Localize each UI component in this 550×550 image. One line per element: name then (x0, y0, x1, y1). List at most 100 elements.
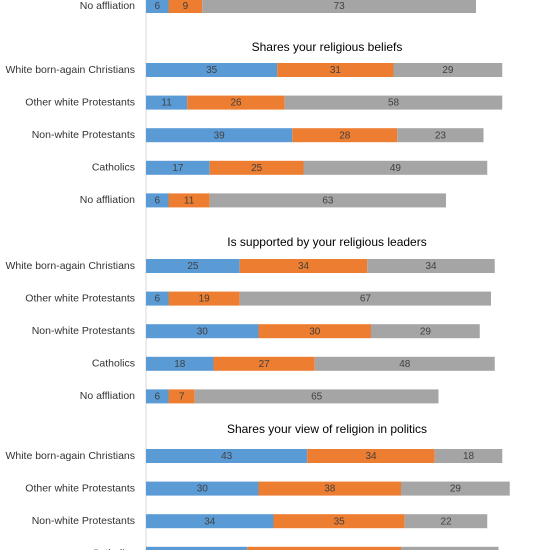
data-label: 7 (179, 392, 185, 403)
bar-segment (194, 389, 439, 404)
bar-segment (146, 481, 259, 496)
data-label: 49 (390, 163, 402, 174)
data-label: 35 (334, 516, 346, 527)
category-label: Other white Protestants (25, 96, 135, 108)
bar-segment (307, 449, 435, 463)
data-label: 11 (161, 98, 172, 109)
data-label: 26 (444, 549, 456, 550)
data-label: 48 (399, 359, 411, 370)
bar-segment (146, 514, 274, 529)
data-label: 6 (154, 392, 160, 403)
data-label: 19 (199, 294, 211, 305)
category-label: No affliation (80, 390, 135, 402)
panel-title: Is supported by your religious leaders (227, 235, 426, 249)
data-label: 29 (450, 484, 462, 495)
bar-segment (146, 193, 169, 208)
category-label: Other white Protestants (25, 482, 135, 494)
bar-segment (168, 193, 210, 208)
bar-segment (371, 324, 480, 339)
data-label: 34 (298, 261, 310, 272)
data-label: 41 (319, 549, 331, 550)
bar-segment (146, 449, 308, 463)
data-label: 27 (259, 359, 271, 370)
category-label: Catholics (92, 358, 135, 370)
bar-segment (146, 95, 188, 110)
bar-segment (367, 259, 495, 273)
data-label: 34 (365, 451, 377, 462)
bar-segment (202, 0, 476, 13)
bar-segment (239, 259, 368, 273)
data-label: 39 (214, 130, 226, 141)
data-label: 17 (172, 163, 184, 174)
bar-segment (401, 481, 510, 496)
bar-segment (146, 0, 169, 13)
bar-segment (393, 63, 503, 77)
data-label: 25 (251, 163, 263, 174)
category-label: Non-white Protestants (32, 325, 135, 337)
category-label: Other white Protestants (25, 292, 135, 304)
data-label: 23 (435, 130, 447, 141)
category-label: No affliation (80, 194, 135, 206)
data-label: 18 (174, 359, 186, 370)
bar-segment (277, 63, 394, 77)
category-label: Non-white Protestants (32, 515, 135, 527)
data-label: 73 (334, 1, 346, 12)
bar-segment (146, 160, 210, 175)
bar-segment (146, 128, 293, 143)
data-label: 28 (339, 130, 351, 141)
bar-segment (146, 546, 248, 550)
bar-segment (213, 356, 315, 371)
data-label: 30 (197, 326, 209, 337)
panel-title: Shares your religious beliefs (252, 40, 403, 54)
category-label: White born-again Christians (5, 260, 135, 272)
bar-segment (314, 356, 495, 371)
category-label: Catholics (92, 548, 135, 550)
data-label: 67 (360, 294, 372, 305)
bar-segment (146, 63, 278, 77)
bar-segment (284, 95, 503, 110)
data-label: 18 (463, 451, 475, 462)
bar-segment (146, 291, 169, 306)
data-label: 6 (154, 1, 160, 12)
data-label: 26 (230, 98, 242, 109)
bar-segment (146, 259, 240, 273)
bar-segment (209, 160, 304, 175)
panel-title: Shares your view of religion in politics (227, 422, 427, 436)
data-label: 30 (309, 326, 321, 337)
bar-segment (168, 389, 195, 404)
category-label: No affliation (80, 0, 135, 12)
data-label: 65 (311, 392, 323, 403)
data-label: 34 (204, 516, 216, 527)
bar-segment (209, 193, 446, 208)
data-label: 35 (206, 65, 218, 76)
data-label: 43 (221, 451, 233, 462)
data-label: 29 (442, 65, 454, 76)
bar-segment (292, 128, 398, 143)
bar-segment (434, 449, 503, 463)
data-label: 63 (322, 196, 334, 207)
bar-segment (239, 291, 491, 306)
data-label: 27 (191, 549, 203, 550)
bar-segment (168, 291, 240, 306)
data-label: 29 (420, 326, 432, 337)
data-label: 25 (187, 261, 199, 272)
bar-segment (397, 128, 484, 143)
data-label: 6 (154, 196, 160, 207)
data-label: 34 (425, 261, 437, 272)
bar-segment (146, 324, 259, 339)
bar-segment (146, 356, 214, 371)
data-label: 22 (440, 516, 452, 527)
bar-segment (258, 324, 371, 339)
bar-segment (273, 514, 405, 529)
category-label: Catholics (92, 162, 135, 174)
data-label: 11 (184, 196, 195, 207)
bar-segment (303, 160, 488, 175)
data-label: 31 (330, 65, 342, 76)
bar-segment (258, 481, 401, 496)
category-label: Non-white Protestants (32, 129, 135, 141)
category-label: White born-again Christians (5, 450, 135, 462)
bar-segment (401, 546, 499, 550)
bar-segment (146, 389, 169, 404)
bar-segment (404, 514, 488, 529)
